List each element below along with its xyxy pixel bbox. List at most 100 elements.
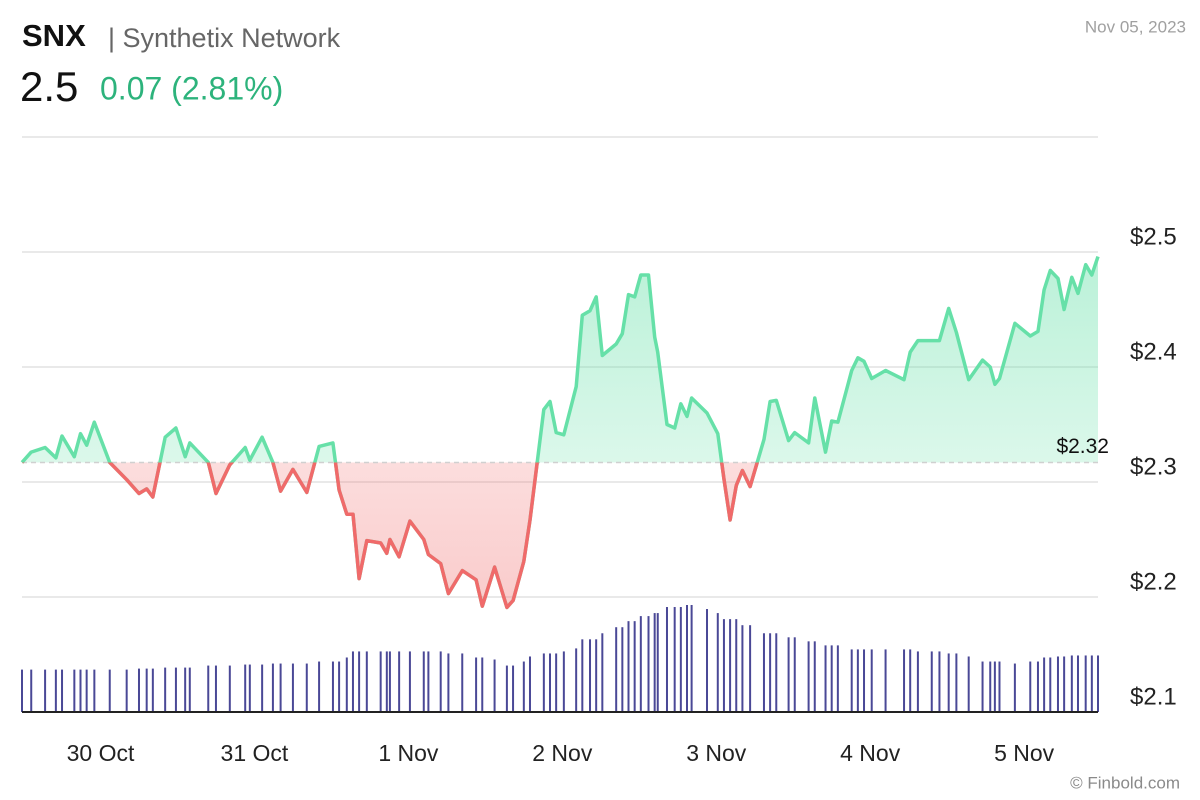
volume-bar: [1097, 655, 1099, 712]
volume-bar: [807, 641, 810, 712]
x-tick-label: 4 Nov: [840, 740, 901, 766]
volume-bar: [581, 639, 584, 712]
volume-bar: [1013, 663, 1016, 712]
volume-bar: [261, 664, 264, 712]
volume-bar: [137, 668, 140, 712]
volume-bar: [863, 649, 866, 712]
volume-bar: [575, 648, 578, 712]
volume-bar: [998, 661, 1001, 712]
volume-bar: [647, 616, 650, 712]
volume-bar: [388, 651, 391, 712]
area-above: [22, 256, 1098, 463]
volume-bar: [884, 649, 887, 712]
volume-bar: [762, 633, 765, 712]
volume-bar: [787, 637, 790, 712]
volume-bar: [79, 669, 82, 712]
volume-bar: [947, 653, 950, 712]
volume-bar: [1070, 655, 1073, 712]
volume-bar: [493, 659, 496, 712]
symbol: SNX: [22, 18, 86, 53]
volume-bar: [151, 668, 154, 712]
x-tick-label: 31 Oct: [221, 740, 289, 766]
volume-bar: [930, 651, 933, 712]
volume-bar: [909, 649, 912, 712]
volume-bar: [836, 645, 839, 712]
y-tick-label: $2.2: [1130, 568, 1177, 595]
volume-bar: [633, 621, 636, 712]
volume-bar: [729, 619, 732, 712]
volume-bar: [1056, 656, 1059, 712]
volume-bar: [345, 657, 348, 712]
volume-bar: [639, 616, 642, 712]
volume-bar: [93, 669, 96, 712]
volume-bar: [653, 613, 656, 712]
volume-bar: [621, 627, 624, 712]
volume-bar: [145, 668, 148, 712]
volume-bar: [627, 621, 630, 712]
plot-area: $2.1 $2.2 $2.3 $2.4 $2.5 30 Oct 31 Oct 1 Nov 2 N…: [20, 136, 1177, 766]
volume-bar: [365, 651, 368, 712]
y-tick-label: $2.5: [1130, 223, 1177, 250]
y-tick-label: $2.4: [1130, 338, 1177, 365]
volume-bar: [722, 619, 725, 712]
volume-bar: [305, 663, 308, 712]
x-tick-label: 2 Nov: [532, 740, 593, 766]
volume-bar: [548, 653, 551, 712]
volume-bar: [184, 667, 187, 712]
volume-bar: [673, 607, 676, 712]
volume-bar: [706, 609, 709, 712]
volume-bar: [993, 661, 996, 712]
area-below: [109, 462, 758, 608]
volume-bar: [228, 665, 231, 712]
volume-bar: [735, 619, 738, 712]
volume-bar: [813, 641, 816, 712]
volume-bar: [679, 607, 682, 712]
volume-bar: [967, 656, 970, 712]
x-tick-label: 3 Nov: [686, 740, 747, 766]
volume-bar: [108, 669, 111, 712]
volume-bar: [279, 663, 282, 712]
volume-bar: [358, 651, 361, 712]
volume-bar: [398, 651, 401, 712]
volume-bar: [850, 649, 853, 712]
volume-bar: [512, 665, 515, 712]
y-tick-label: $2.1: [1130, 683, 1177, 710]
volume-bar: [385, 651, 388, 712]
volume-bar: [656, 613, 659, 712]
volume-bar: [870, 649, 873, 712]
volume-bar: [830, 645, 833, 712]
reference-label: $2.32: [1056, 435, 1109, 458]
volume-bar: [749, 625, 752, 712]
volume-bar: [439, 651, 442, 712]
asset-name: | Synthetix Network: [108, 23, 341, 53]
volume-bar: [955, 653, 958, 712]
volume-bar: [54, 669, 57, 712]
volume-bar: [427, 651, 430, 712]
volume-bar: [938, 651, 941, 712]
volume-bar: [271, 663, 274, 712]
volume-bar: [903, 649, 906, 712]
volume-bar: [244, 664, 247, 712]
y-tick-label: $2.3: [1130, 453, 1177, 480]
volume-bar: [214, 665, 217, 712]
volume-bar: [741, 625, 744, 712]
volume-bar: [793, 637, 796, 712]
volume-bar: [422, 651, 425, 712]
volume-bar: [1036, 661, 1039, 712]
credit: © Finbold.com: [1070, 773, 1180, 792]
volume-bar: [690, 605, 693, 712]
price: 2.5: [20, 63, 78, 110]
volume-bar: [685, 605, 688, 712]
volume-bar: [601, 633, 604, 712]
x-tick-label: 1 Nov: [378, 740, 439, 766]
date: Nov 05, 2023: [1085, 17, 1186, 36]
x-tick-label: 30 Oct: [67, 740, 135, 766]
volume-bar: [589, 639, 592, 712]
volume-bar: [981, 661, 984, 712]
volume-bar: [1049, 657, 1052, 712]
volume-bar: [44, 669, 47, 712]
volume-bar: [318, 661, 321, 712]
volume-bar: [125, 669, 128, 712]
volume-bar: [481, 657, 484, 712]
volume-bar: [248, 664, 251, 712]
